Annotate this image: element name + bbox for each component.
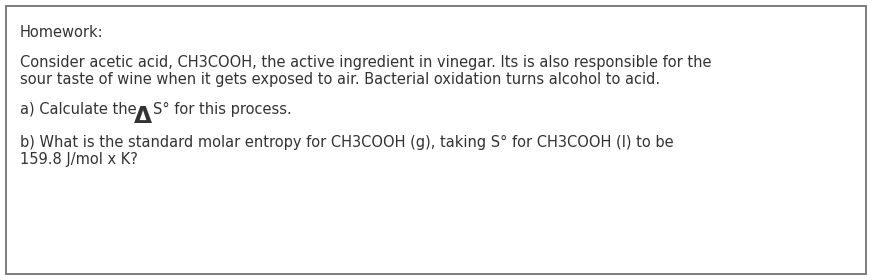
Text: b) What is the standard molar entropy for CH3COOH (g), taking S° for CH3COOH (l): b) What is the standard molar entropy fo…: [20, 135, 674, 150]
Text: a) Calculate the: a) Calculate the: [20, 102, 141, 117]
Text: Consider acetic acid, CH3COOH, the active ingredient in vinegar. Its is also res: Consider acetic acid, CH3COOH, the activ…: [20, 55, 712, 70]
Text: 159.8 J/mol x K?: 159.8 J/mol x K?: [20, 152, 138, 167]
Text: sour taste of wine when it gets exposed to air. Bacterial oxidation turns alcoho: sour taste of wine when it gets exposed …: [20, 72, 660, 87]
Text: S° for this process.: S° for this process.: [153, 102, 292, 117]
Text: Homework:: Homework:: [20, 25, 104, 40]
Text: $\mathbf{\Delta}$: $\mathbf{\Delta}$: [133, 105, 153, 128]
